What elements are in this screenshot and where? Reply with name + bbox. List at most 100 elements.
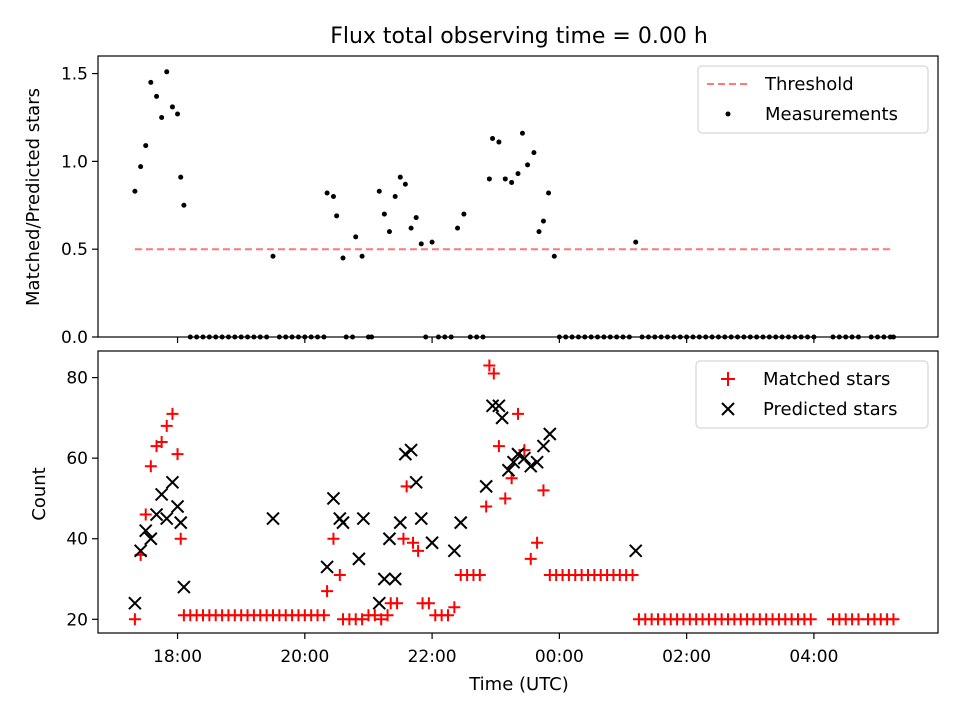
measurement-point (496, 139, 502, 145)
x-tick-label: 22:00 (408, 647, 457, 667)
x-tick-label: 04:00 (789, 647, 838, 667)
predicted-star-marker (174, 515, 188, 530)
matched-star-marker (166, 407, 179, 420)
measurement-point (164, 69, 170, 75)
measurement-point (397, 174, 403, 180)
predicted-star-marker (506, 455, 521, 469)
predicted-star-marker (356, 511, 371, 526)
matched-star-marker (407, 536, 419, 549)
measurement-point (515, 171, 521, 177)
predicted-star-marker (629, 544, 643, 558)
predicted-star-marker (170, 499, 185, 514)
measurement-point (270, 253, 276, 259)
matched-star-marker (487, 367, 500, 380)
x-tick-label: 18:00 (153, 647, 202, 667)
measurement-point (519, 130, 525, 136)
matched-star-marker (492, 440, 505, 453)
matched-star-marker (375, 613, 388, 626)
top-axes: 0.0 0.5 1.0 1.5 Matched/Predicted stars Thr… (23, 55, 939, 348)
top-legend-box (697, 65, 929, 134)
predicted-star-marker (409, 475, 423, 490)
matched-star-marker (368, 609, 381, 622)
measurement-point (531, 150, 537, 156)
predicted-star-marker (398, 447, 413, 461)
matched-star-marker (327, 532, 340, 545)
matched-star-marker (400, 480, 413, 493)
chart-title: Flux total observing time = 0.00 h (330, 24, 708, 49)
matched-star-marker (160, 419, 173, 432)
matched-star-marker (448, 601, 461, 614)
measurement-point (175, 111, 181, 117)
measurement-point (143, 143, 149, 149)
measurement-point (148, 79, 154, 85)
predicted-star-marker (352, 552, 366, 566)
predicted-star-marker (377, 572, 392, 586)
measurement-point (551, 253, 557, 259)
bottom-legend: Matched stars Predicted stars (695, 360, 929, 429)
predicted-star-marker (495, 411, 509, 425)
bottom-y-tick-label: 40 (66, 530, 88, 550)
bottom-axes-frame (97, 350, 939, 634)
measurement-point (181, 202, 187, 208)
top-y-tick-label: 1.0 (61, 152, 88, 172)
predicted-star-marker (479, 479, 493, 494)
predicted-star-marker (425, 536, 439, 550)
bottom-plot-area (128, 359, 900, 626)
measurement-point (132, 188, 138, 194)
top-y-ticks: 0.0 0.5 1.0 1.5 (61, 65, 98, 348)
matched-star-marker (473, 568, 486, 581)
measurement-point (490, 136, 496, 142)
predicted-star-marker (336, 515, 350, 530)
predicted-star-marker (372, 596, 386, 610)
measurement-point (461, 211, 467, 217)
threshold-legend-label: Threshold (764, 74, 854, 95)
matched-star-marker (412, 544, 425, 557)
predicted-star-marker (393, 515, 407, 530)
predicted-star-marker (447, 544, 462, 558)
matched-star-marker (499, 492, 512, 505)
top-y-axis-label: Matched/Predicted stars (23, 88, 44, 306)
matched-star-marker (128, 613, 141, 626)
matched-star-marker (422, 597, 435, 610)
measurement-point (536, 229, 542, 235)
measurement-point (381, 211, 387, 217)
predicted-star-marker (517, 451, 532, 465)
matched-legend-label: Matched stars (763, 369, 890, 390)
matched-star-marker (483, 359, 496, 372)
measurements-legend-label: Measurements (765, 104, 898, 125)
measurement-point (330, 194, 336, 199)
measurement-point (169, 104, 175, 110)
matched-star-marker (333, 568, 346, 581)
predicted-legend-label: Predicted stars (763, 399, 897, 420)
measurement-point (138, 164, 144, 170)
top-x-ticks (176, 337, 815, 343)
matched-star-marker (155, 436, 168, 449)
matched-legend-swatch (721, 372, 735, 386)
measurement-point (353, 234, 359, 240)
measurement-point (324, 190, 330, 196)
measurement-point (502, 176, 508, 182)
predicted-star-marker (543, 427, 557, 441)
measurement-point (334, 213, 340, 219)
bottom-y-axis-label: Count (29, 467, 50, 520)
predicted-star-marker (530, 455, 544, 469)
matched-star-marker (518, 444, 531, 457)
predicted-star-marker (511, 447, 525, 461)
bottom-legend-box (695, 360, 929, 429)
predicted-star-marker (165, 475, 180, 490)
predicted-star-marker (388, 572, 402, 586)
bottom-x-ticks: 18:00 20:00 22:00 00:00 02:00 04:00 (153, 633, 838, 667)
matched-star-marker (144, 460, 157, 473)
measurement-point (392, 194, 398, 199)
measurement-point (413, 215, 419, 221)
predicted-star-marker (404, 443, 418, 457)
predicted-star-marker (524, 459, 538, 473)
matched-star-marker (381, 609, 394, 622)
predicted-star-marker (154, 487, 169, 502)
top-y-tick-label: 0.5 (61, 240, 88, 260)
x-tick-label: 02:00 (662, 647, 711, 667)
predicted-star-marker (454, 515, 468, 530)
predicted-star-marker (160, 511, 174, 526)
measurement-point (178, 174, 184, 180)
